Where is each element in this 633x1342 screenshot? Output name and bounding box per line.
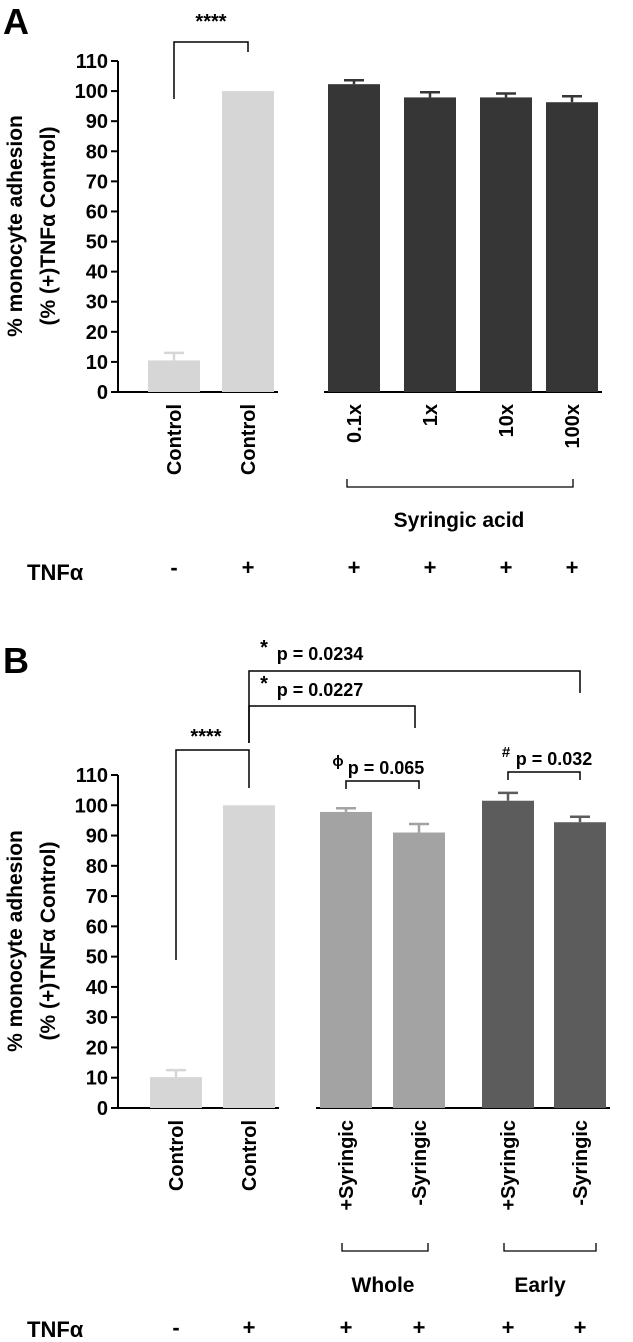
panel-a-tnf-label: TNFα xyxy=(27,560,84,585)
panel-b-letter: B xyxy=(3,640,29,681)
panel-b-group-label-early: Early xyxy=(514,1274,566,1297)
panel-a-y-tick-label: 0 xyxy=(97,382,108,404)
panel-b-tnf-sign: + xyxy=(413,1315,426,1340)
panel-b-p-value-label: p = 0.0227 xyxy=(277,680,364,700)
panel-b-comparison-bracket xyxy=(248,705,416,743)
panel-b-y-tick-label: 80 xyxy=(86,856,108,878)
panel-b-y-label-line1: % monocyte adhesion xyxy=(4,830,27,1052)
panel-b-y-tick-label: 90 xyxy=(86,826,108,848)
panel-b-y-tick-label: 100 xyxy=(75,795,108,817)
panel-b-category-label: -Syringic xyxy=(570,1120,592,1206)
panel-a-letter: A xyxy=(3,1,29,42)
panel-a-bar xyxy=(222,91,274,392)
panel-a-bar xyxy=(328,84,380,393)
panel-a-bar xyxy=(404,97,456,392)
panel-a-y-tick-label: 50 xyxy=(86,232,108,254)
panel-a-tnf-sign: + xyxy=(348,555,361,580)
panel-b-category-label: Control xyxy=(239,1120,261,1191)
panel-b-group-bracket xyxy=(341,1243,429,1252)
panel-b-significance-bracket xyxy=(175,749,250,960)
panel-a-significance-stars: **** xyxy=(195,11,226,33)
panel-a-bar xyxy=(148,360,200,392)
panel-b-significance-stars: **** xyxy=(190,726,221,748)
panel-b-y-tick-label: 60 xyxy=(86,916,108,938)
panel-b-bar xyxy=(393,832,445,1108)
panel-b-y-tick-label: 40 xyxy=(86,977,108,999)
panel-a-category-label: Control xyxy=(238,404,260,475)
panel-b-group-bracket xyxy=(503,1243,597,1252)
panel-b-category-label: -Syringic xyxy=(409,1120,431,1206)
panel-b-p-value-bracket xyxy=(507,771,581,780)
panel-b-y-tick-label: 50 xyxy=(86,947,108,969)
panel-b-category-label: +Syringic xyxy=(336,1120,358,1211)
panel-b-bar xyxy=(482,800,534,1108)
panel-a-y-tick-label: 60 xyxy=(86,201,108,223)
panel-a-category-label: 10x xyxy=(496,404,518,437)
panel-a-y-tick-label: 80 xyxy=(86,141,108,163)
panel-b-y-tick-label: 10 xyxy=(86,1068,108,1090)
panel-a-tnf-sign: + xyxy=(242,555,255,580)
panel-b-p-value-symbol: * xyxy=(260,637,268,659)
panel-b-tnf-sign: + xyxy=(502,1315,515,1340)
panel-b-bar xyxy=(554,822,606,1108)
panel-b-group-label-whole: Whole xyxy=(352,1274,415,1297)
panel-b-comparison-bracket xyxy=(248,670,581,743)
panel-b-tnf-sign: + xyxy=(574,1315,587,1340)
panel-a-significance-bracket xyxy=(173,41,249,99)
panel-a-y-tick-label: 90 xyxy=(86,111,108,133)
panel-a-y-tick-label: 100 xyxy=(75,81,108,103)
panel-a-bar xyxy=(546,102,598,392)
panel-b-y-label-line2: (% (+)TNFα Control) xyxy=(37,842,60,1041)
panel-a-y-tick-label: 110 xyxy=(76,51,108,73)
panel-b-category-label: Control xyxy=(166,1120,188,1191)
panel-a-y-label-line1: % monocyte adhesion xyxy=(4,115,27,337)
panel-b-tnf-sign: + xyxy=(340,1315,353,1340)
panel-a-category-label: 0.1x xyxy=(344,404,366,443)
panel-b-y-tick-label: 30 xyxy=(86,1007,108,1029)
panel-b-y-tick-label: 110 xyxy=(76,765,108,787)
panel-b-bar xyxy=(223,805,275,1108)
panel-b-tnf-sign: - xyxy=(172,1315,179,1340)
panel-a-y-tick-label: 40 xyxy=(86,262,108,284)
panel-b-y-tick-label: 70 xyxy=(86,886,108,908)
panel-a-tnf-sign: + xyxy=(500,555,513,580)
panel-a-bar xyxy=(480,97,532,392)
panel-b-p-value-label: p = 0.065 xyxy=(348,758,425,778)
panel-a-group-label: Syringic acid xyxy=(394,509,525,532)
panel-a-group-bracket xyxy=(346,479,574,488)
panel-b-y-tick-label: 0 xyxy=(97,1098,108,1120)
panel-a-y-tick-label: 20 xyxy=(86,322,108,344)
panel-a-category-label: 1x xyxy=(420,404,442,426)
panel-b-bar xyxy=(150,1077,202,1108)
panel-b-category-label: +Syringic xyxy=(498,1120,520,1211)
panel-a-tnf-sign: + xyxy=(424,555,437,580)
panel-b-y-tick-label: 20 xyxy=(86,1037,108,1059)
panel-b-p-value-label: p = 0.0234 xyxy=(277,644,364,664)
panel-a-y-tick-label: 70 xyxy=(86,171,108,193)
panel-b-p-value-symbol: ϕ xyxy=(332,753,343,770)
panel-a-y-label-line2: (% (+)TNFα Control) xyxy=(37,127,60,326)
panel-b-tnf-sign: + xyxy=(243,1315,256,1340)
panel-a-y-tick-label: 30 xyxy=(86,292,108,314)
panel-a-tnf-sign: + xyxy=(566,555,579,580)
panel-a-tnf-sign: - xyxy=(170,555,177,580)
panel-a-y-tick-label: 10 xyxy=(86,352,108,374)
panel-b-tnf-label: TNFα xyxy=(27,1317,84,1342)
panel-b-p-value-symbol: * xyxy=(260,673,268,695)
panel-b-p-value-symbol: # xyxy=(502,744,511,761)
panel-a-category-label: 100x xyxy=(562,404,584,449)
panel-b-p-value-label: p = 0.032 xyxy=(516,749,593,769)
panel-b-p-value-bracket xyxy=(345,780,420,789)
panel-b-bar xyxy=(320,811,372,1108)
panel-a-category-label: Control xyxy=(164,404,186,475)
